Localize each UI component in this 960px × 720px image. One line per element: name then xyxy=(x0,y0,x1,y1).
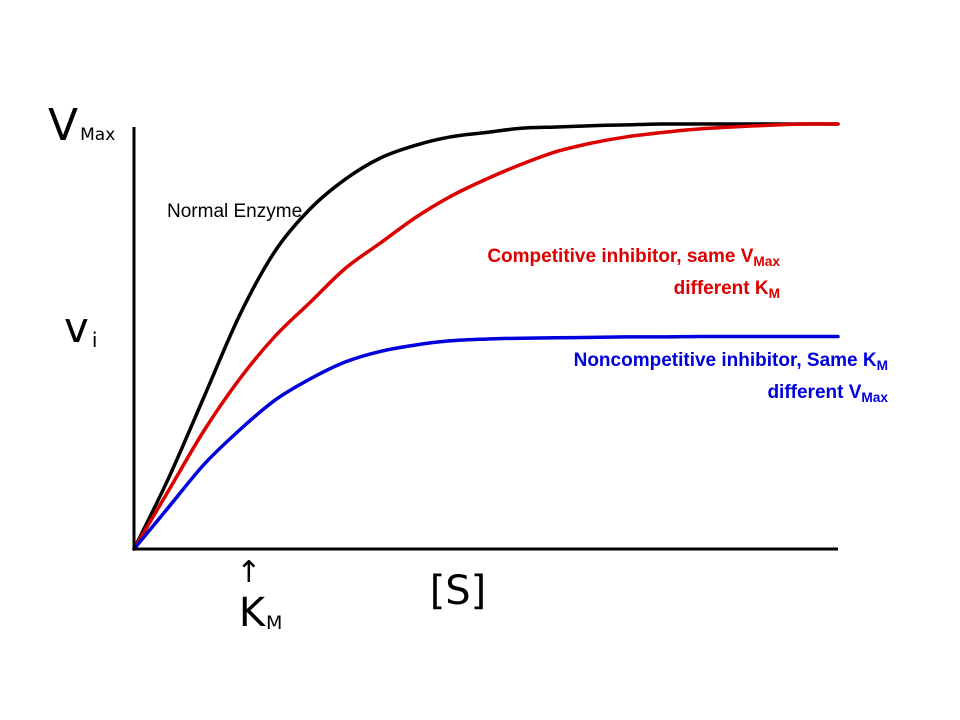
series-lines xyxy=(132,122,840,551)
x-axis-label: [S] xyxy=(430,568,487,614)
series-label-competitive: Competitive inhibitor, same VMax differen… xyxy=(487,246,780,301)
series-line-noncompetitive xyxy=(132,334,840,551)
y-mark-vmax: V Max xyxy=(48,100,115,151)
x-mark-km: KM xyxy=(239,590,283,636)
series-line-normal xyxy=(132,122,840,551)
series-labels: Normal Enzyme Competitive inhibitor, same… xyxy=(167,201,888,405)
km-arrow-glyph: ↑ xyxy=(236,555,261,590)
series-label-noncompetitive: Noncompetitive inhibitor, Same KM differe… xyxy=(574,350,889,405)
series-line-competitive xyxy=(132,122,840,551)
series-label-normal: Normal Enzyme xyxy=(167,201,302,222)
